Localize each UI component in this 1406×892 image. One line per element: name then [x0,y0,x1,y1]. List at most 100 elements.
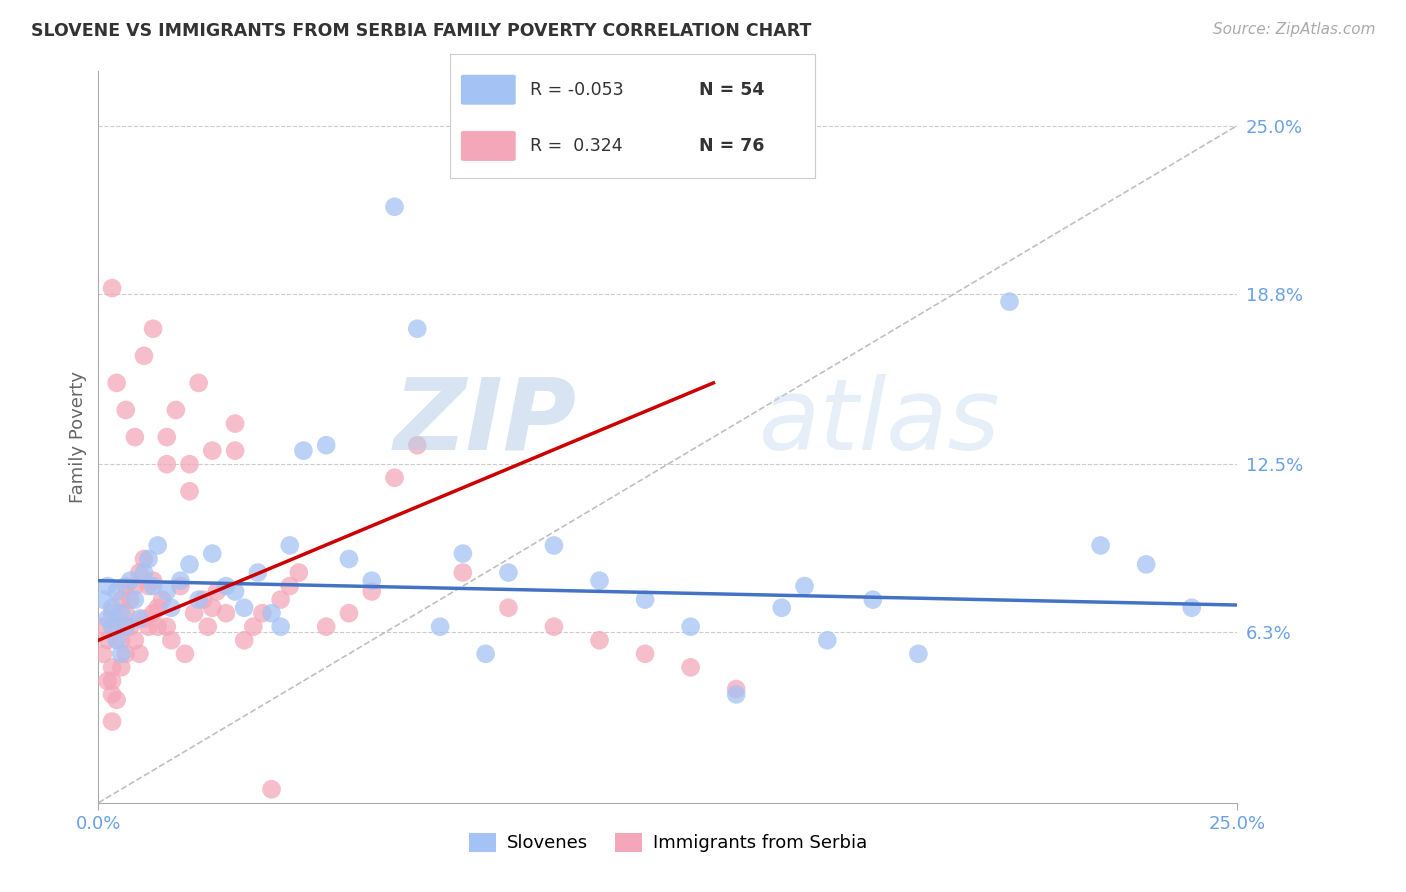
Immigrants from Serbia [179,457,201,471]
Slovenes [96,611,118,625]
Immigrants from Serbia [146,600,169,615]
Immigrants from Serbia [138,620,160,634]
Immigrants from Serbia [215,606,238,620]
Immigrants from Serbia [120,592,142,607]
Immigrants from Serbia [150,592,173,607]
Text: N = 76: N = 76 [699,137,763,155]
Immigrants from Serbia [110,592,132,607]
Immigrants from Serbia [384,471,406,485]
Slovenes [384,200,406,214]
Immigrants from Serbia [165,403,187,417]
Slovenes [862,592,884,607]
Slovenes [679,620,702,634]
Immigrants from Serbia [96,673,118,688]
Slovenes [498,566,520,580]
Slovenes [179,558,201,572]
Immigrants from Serbia [337,606,360,620]
Immigrants from Serbia [132,552,155,566]
Immigrants from Serbia [105,620,128,634]
Slovenes [998,294,1021,309]
Immigrants from Serbia [193,592,215,607]
Slovenes [215,579,238,593]
Immigrants from Serbia [114,403,136,417]
Slovenes [101,600,124,615]
Immigrants from Serbia [169,579,191,593]
Text: R =  0.324: R = 0.324 [530,137,623,155]
Slovenes [96,579,118,593]
Slovenes [270,620,292,634]
Immigrants from Serbia [105,376,128,390]
Immigrants from Serbia [201,443,224,458]
Immigrants from Serbia [205,584,228,599]
Immigrants from Serbia [105,693,128,707]
Slovenes [793,579,815,593]
Immigrants from Serbia [156,430,179,444]
Immigrants from Serbia [634,647,657,661]
Immigrants from Serbia [101,688,124,702]
Immigrants from Serbia [156,620,179,634]
Slovenes [224,584,246,599]
Immigrants from Serbia [132,611,155,625]
Immigrants from Serbia [124,633,146,648]
Slovenes [1090,538,1112,552]
Slovenes [128,611,150,625]
Slovenes [110,606,132,620]
Slovenes [105,584,128,599]
Text: SLOVENE VS IMMIGRANTS FROM SERBIA FAMILY POVERTY CORRELATION CHART: SLOVENE VS IMMIGRANTS FROM SERBIA FAMILY… [31,22,811,40]
Slovenes [114,620,136,634]
Immigrants from Serbia [201,600,224,615]
Slovenes [146,538,169,552]
Immigrants from Serbia [110,633,132,648]
Immigrants from Serbia [124,430,146,444]
Immigrants from Serbia [360,584,382,599]
Slovenes [187,592,209,607]
Slovenes [233,600,256,615]
Immigrants from Serbia [278,579,301,593]
Immigrants from Serbia [288,566,311,580]
Slovenes [156,584,179,599]
Immigrants from Serbia [96,633,118,648]
Immigrants from Serbia [142,574,165,588]
Immigrants from Serbia [725,681,748,696]
Immigrants from Serbia [498,600,520,615]
Slovenes [634,592,657,607]
Slovenes [725,688,748,702]
Slovenes [451,547,474,561]
Immigrants from Serbia [224,417,246,431]
Immigrants from Serbia [315,620,337,634]
Slovenes [142,579,165,593]
Immigrants from Serbia [91,620,114,634]
Immigrants from Serbia [128,647,150,661]
Immigrants from Serbia [451,566,474,580]
Immigrants from Serbia [156,457,179,471]
Immigrants from Serbia [114,579,136,593]
FancyBboxPatch shape [461,75,516,104]
Immigrants from Serbia [197,620,219,634]
Slovenes [169,574,191,588]
Immigrants from Serbia [132,349,155,363]
Immigrants from Serbia [183,606,205,620]
Immigrants from Serbia [252,606,274,620]
Immigrants from Serbia [128,566,150,580]
Legend: Slovenes, Immigrants from Serbia: Slovenes, Immigrants from Serbia [461,826,875,860]
Immigrants from Serbia [160,633,183,648]
Immigrants from Serbia [101,673,124,688]
Immigrants from Serbia [114,606,136,620]
Text: atlas: atlas [759,374,1001,471]
Immigrants from Serbia [260,782,283,797]
Text: R = -0.053: R = -0.053 [530,81,624,99]
FancyBboxPatch shape [461,131,516,161]
Text: Source: ZipAtlas.com: Source: ZipAtlas.com [1212,22,1375,37]
Slovenes [101,620,124,634]
Slovenes [429,620,451,634]
Slovenes [132,566,155,580]
Slovenes [124,592,146,607]
Immigrants from Serbia [124,579,146,593]
Slovenes [105,633,128,648]
Slovenes [201,547,224,561]
Immigrants from Serbia [224,443,246,458]
Immigrants from Serbia [142,606,165,620]
Slovenes [337,552,360,566]
Immigrants from Serbia [179,484,201,499]
Immigrants from Serbia [138,579,160,593]
